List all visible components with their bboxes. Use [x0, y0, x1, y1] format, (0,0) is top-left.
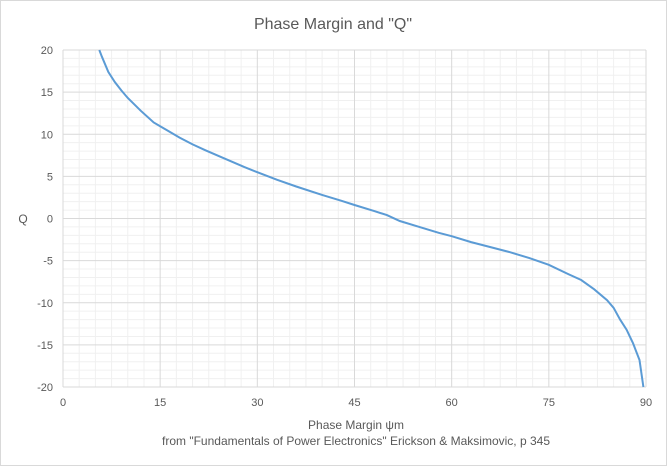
y-axis-title: Q [18, 212, 27, 226]
x-tick-label: 15 [154, 397, 166, 409]
series-line [98, 49, 645, 388]
x-tick-label: 45 [348, 397, 360, 409]
gridlines [62, 49, 647, 388]
x-tick-label: 30 [251, 397, 263, 409]
y-tick-label: -10 [37, 298, 53, 310]
x-tick-labels: 0 15 30 45 60 75 90 [60, 397, 652, 409]
x-tick-label: 60 [446, 397, 458, 409]
y-tick-label: 15 [41, 87, 53, 99]
y-tick-label: 5 [47, 171, 53, 183]
y-tick-label: 10 [41, 129, 53, 141]
x-tick-label: 0 [60, 397, 66, 409]
x-axis-title: Phase Margin ψm [308, 418, 404, 432]
y-tick-label: 0 [47, 214, 53, 226]
x-tick-label: 90 [640, 397, 652, 409]
y-tick-labels: 20 15 10 5 0 -5 -10 -15 -20 [37, 45, 53, 394]
x-tick-label: 75 [543, 397, 555, 409]
y-tick-label: -20 [37, 382, 53, 394]
y-tick-label: -5 [43, 256, 53, 268]
chart-title: Phase Margin and "Q" [254, 16, 412, 33]
chart-caption: from "Fundamentals of Power Electronics"… [162, 434, 550, 448]
y-tick-label: -15 [37, 340, 53, 352]
y-tick-label: 20 [41, 45, 53, 57]
